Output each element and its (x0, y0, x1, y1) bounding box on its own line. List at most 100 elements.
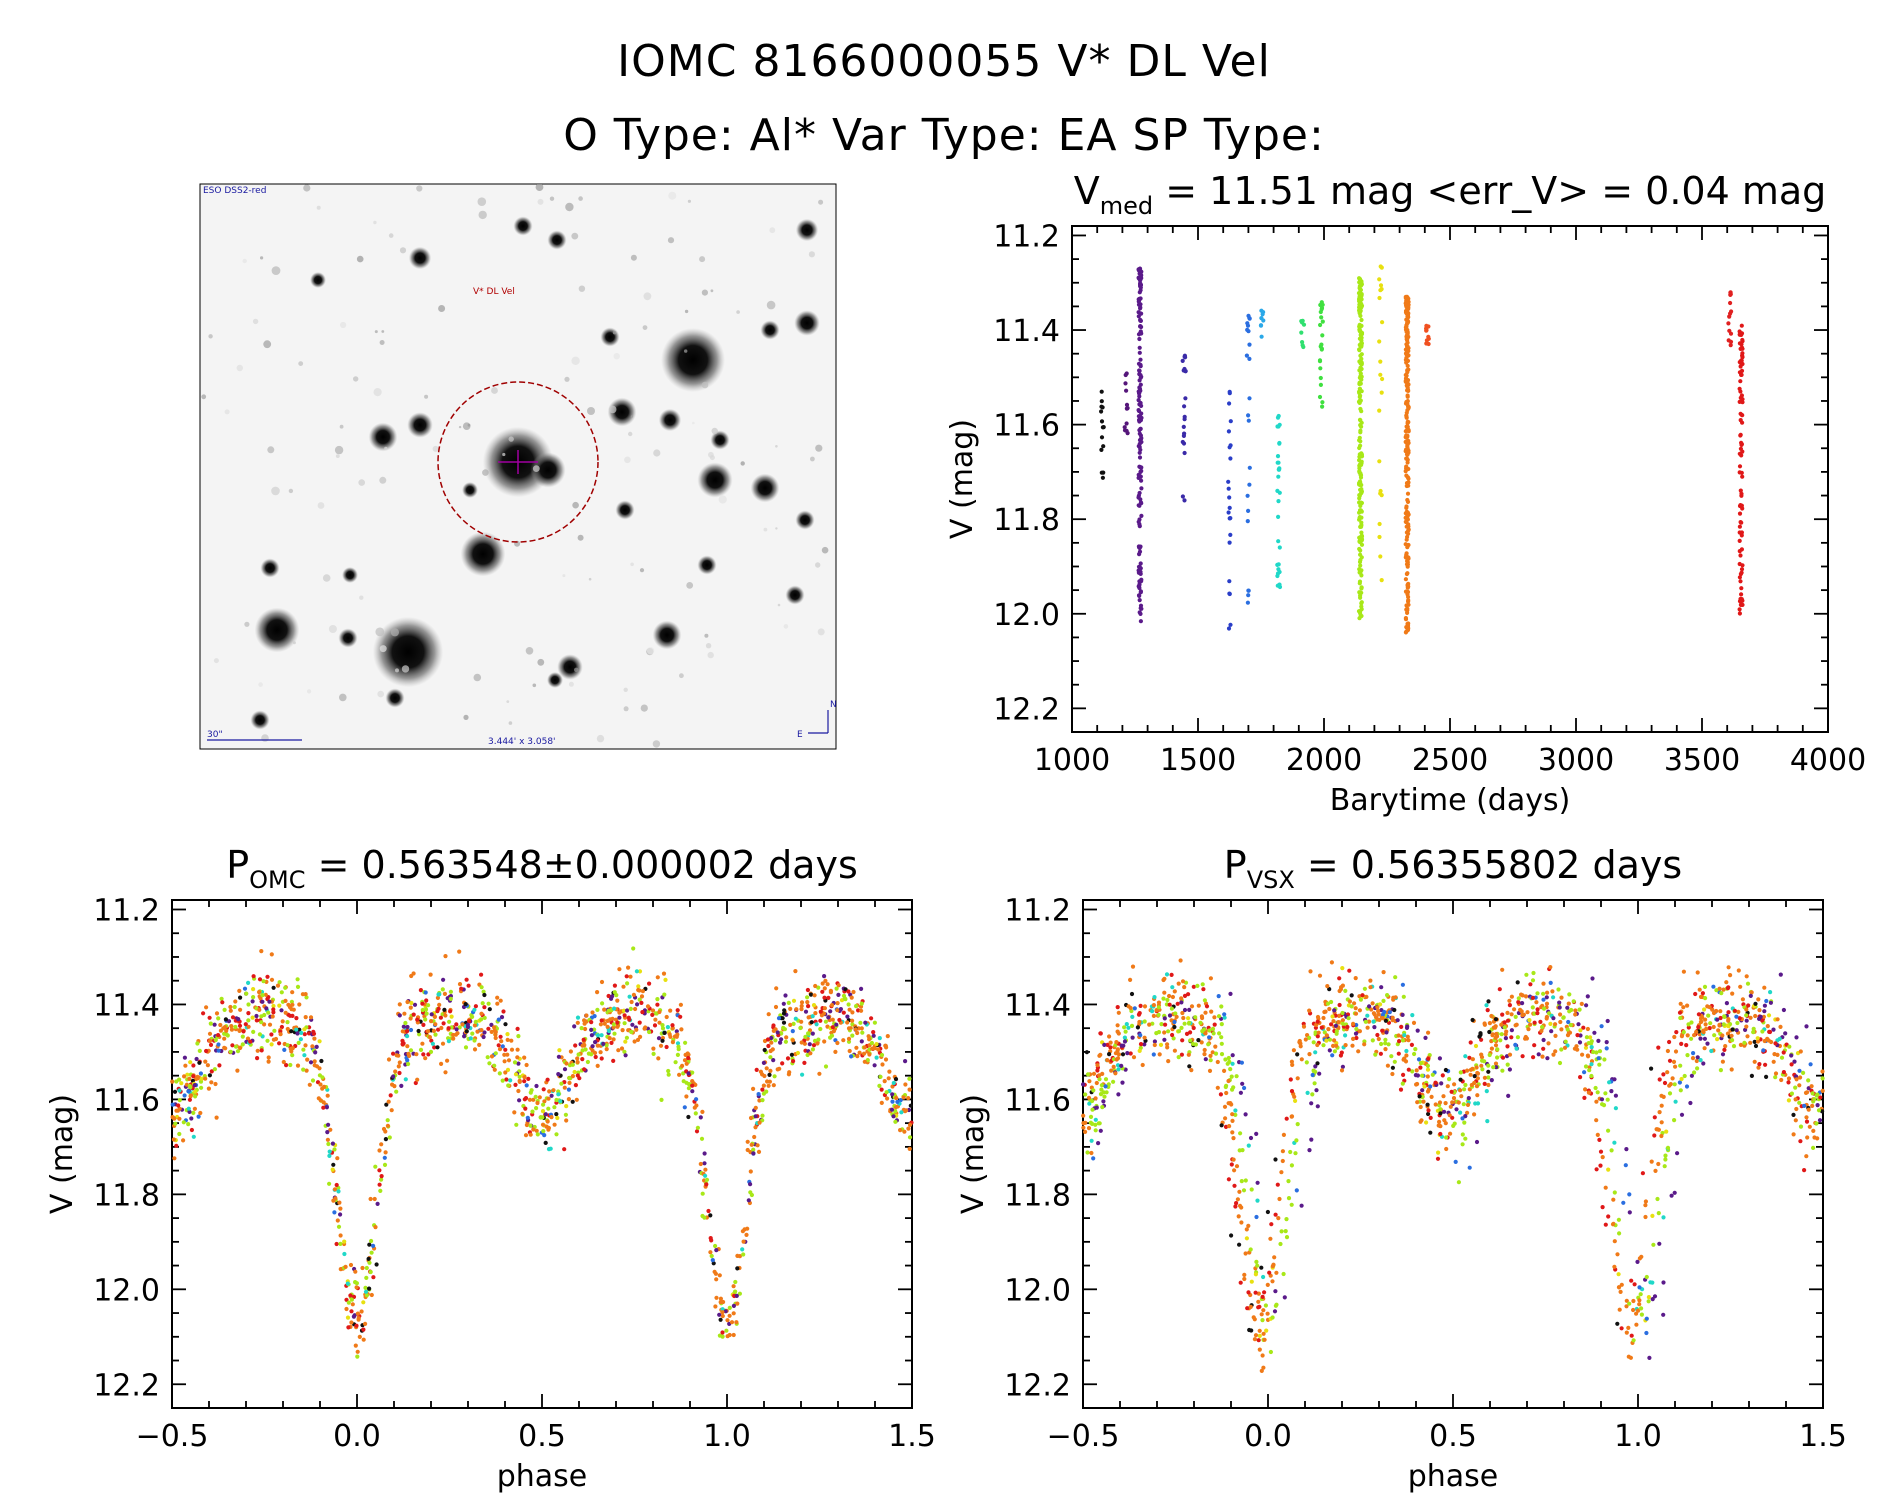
data-point (546, 1127, 551, 1132)
data-point (368, 1269, 373, 1275)
faint-star (416, 185, 423, 192)
data-point (1203, 1010, 1208, 1015)
data-point (1375, 1017, 1380, 1022)
data-point (1323, 1009, 1328, 1014)
data-point (734, 1320, 739, 1325)
faint-star (438, 305, 446, 312)
data-point (522, 1055, 527, 1060)
data-point (1329, 1022, 1334, 1027)
star-11 (750, 473, 780, 503)
data-point (1685, 1053, 1690, 1058)
phase-points (1081, 958, 1825, 1373)
data-point (1734, 1028, 1739, 1033)
data-point (1703, 996, 1708, 1001)
data-point (1319, 307, 1324, 312)
data-point (388, 1093, 393, 1098)
data-point (1406, 542, 1411, 548)
data-point (1147, 1022, 1152, 1027)
data-point (1644, 1330, 1649, 1336)
data-point (1820, 1088, 1825, 1093)
faint-star (358, 479, 366, 486)
data-point (1749, 1073, 1754, 1078)
data-point (311, 1031, 317, 1036)
data-point (658, 1043, 664, 1048)
data-point (1137, 290, 1142, 295)
data-point (1246, 593, 1251, 598)
data-point (1246, 418, 1251, 423)
data-point (472, 1023, 477, 1028)
data-point (516, 1088, 521, 1094)
data-point (350, 1302, 355, 1307)
data-point (1602, 1057, 1607, 1062)
data-point (1275, 454, 1281, 459)
faint-star (340, 321, 347, 329)
data-point (1801, 1070, 1806, 1075)
data-point (1255, 1180, 1260, 1185)
data-point (1387, 1010, 1392, 1015)
data-point (1275, 1182, 1280, 1187)
data-point (1738, 379, 1743, 384)
data-point (1379, 985, 1384, 990)
data-point (477, 1042, 482, 1047)
data-point (1101, 425, 1106, 430)
data-point (1253, 1333, 1259, 1338)
faint-star (571, 356, 580, 365)
data-point (1520, 993, 1525, 998)
data-point (374, 1262, 379, 1267)
x-tick-label: 1000 (1034, 743, 1110, 778)
data-point (1670, 1076, 1675, 1081)
data-point (1357, 466, 1362, 471)
data-point (433, 1032, 438, 1037)
data-point (295, 977, 300, 982)
data-point (446, 1026, 451, 1031)
data-point (1449, 1089, 1454, 1094)
data-point (316, 1096, 321, 1101)
data-point (1137, 402, 1142, 407)
data-point (776, 1016, 782, 1021)
faint-star (815, 562, 821, 568)
data-point (826, 995, 831, 1001)
data-point (1358, 524, 1363, 530)
data-point (1182, 985, 1187, 990)
data-point (1213, 1044, 1218, 1049)
data-point (481, 989, 486, 994)
data-point (1425, 1074, 1430, 1079)
data-point (1682, 1073, 1687, 1079)
data-point (1601, 1103, 1607, 1108)
data-point (228, 1004, 233, 1010)
data-point (1368, 985, 1373, 990)
star-6 (697, 462, 733, 498)
data-point (717, 1273, 722, 1278)
data-point (1489, 1039, 1494, 1044)
data-point (1628, 1355, 1633, 1360)
data-point (859, 1008, 864, 1013)
data-point (595, 1033, 601, 1038)
data-point (568, 1049, 574, 1054)
data-point (217, 1063, 222, 1068)
data-point (1430, 1072, 1435, 1077)
data-point (1114, 1057, 1119, 1062)
data-point (786, 1000, 791, 1006)
faint-star (395, 668, 399, 673)
data-point (1357, 493, 1362, 498)
data-point (1689, 1020, 1694, 1025)
data-point (1575, 1033, 1580, 1038)
data-point (1122, 1035, 1127, 1040)
faint-star (339, 424, 344, 429)
data-point (1227, 591, 1232, 597)
data-point (1340, 966, 1345, 971)
data-point (1349, 993, 1354, 998)
data-point (1737, 470, 1742, 475)
data-point (1656, 1045, 1661, 1050)
data-point (803, 1034, 808, 1039)
data-point (655, 997, 660, 1002)
data-point (1242, 1272, 1247, 1277)
data-point (266, 1010, 271, 1015)
data-point (1359, 537, 1365, 542)
data-point (1739, 393, 1744, 398)
data-point (1207, 1068, 1213, 1073)
data-point (718, 1300, 723, 1305)
data-point (277, 1003, 282, 1008)
data-point (1353, 976, 1358, 981)
data-point (698, 1115, 703, 1120)
